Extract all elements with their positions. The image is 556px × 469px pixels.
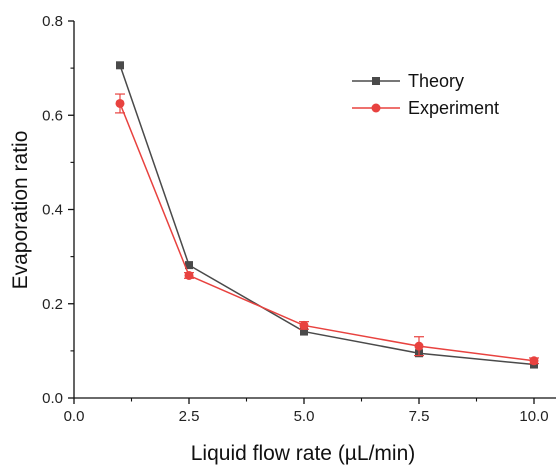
data-point xyxy=(529,356,539,366)
legend-label: Theory xyxy=(408,71,464,91)
data-point xyxy=(185,261,193,270)
data-point xyxy=(115,98,125,108)
series-layer xyxy=(115,61,539,369)
data-point xyxy=(116,61,124,70)
y-tick-label: 0.4 xyxy=(42,202,63,219)
y-tick-label: 0.0 xyxy=(42,390,63,407)
data-point xyxy=(184,270,194,280)
y-tick-label: 0.2 xyxy=(42,296,63,313)
legend-marker xyxy=(371,103,381,113)
series-experiment xyxy=(115,93,539,366)
axes: 0.0 2.5 5.0 7.5 10.0 0.0 0.2 0.4 0.6 0.8 xyxy=(42,13,556,425)
series-line xyxy=(119,103,535,362)
data-point xyxy=(300,327,308,336)
x-tick-label: 7.5 xyxy=(409,408,430,425)
y-axis-label: Evaporation ratio xyxy=(9,131,32,290)
x-tick-label: 5.0 xyxy=(294,408,315,425)
legend: Theory Experiment xyxy=(352,71,499,118)
legend-label: Experiment xyxy=(408,98,499,118)
y-tick-label: 0.6 xyxy=(42,107,63,124)
x-axis-label: Liquid flow rate (µL/min) xyxy=(191,442,416,465)
legend-marker xyxy=(372,77,380,85)
x-tick-label: 0.0 xyxy=(64,408,85,425)
data-point xyxy=(414,341,424,351)
y-tick-label: 0.8 xyxy=(42,13,63,30)
x-tick-label: 2.5 xyxy=(179,408,200,425)
data-point xyxy=(299,320,309,330)
x-tick-label: 10.0 xyxy=(519,408,548,425)
